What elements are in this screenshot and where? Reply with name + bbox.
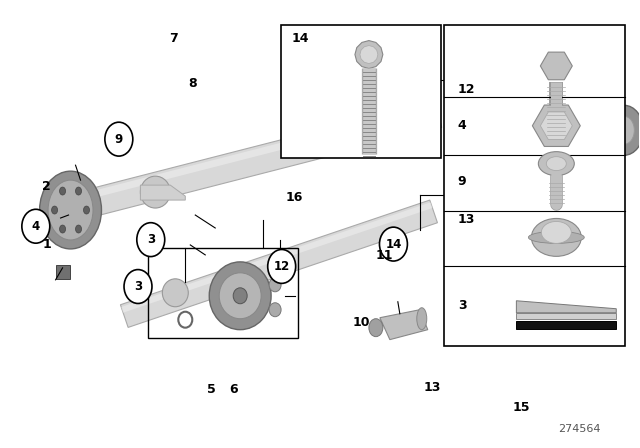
Ellipse shape bbox=[76, 225, 81, 233]
Ellipse shape bbox=[83, 206, 90, 214]
Ellipse shape bbox=[268, 250, 296, 284]
Text: 1: 1 bbox=[42, 237, 51, 250]
Ellipse shape bbox=[369, 319, 383, 336]
Ellipse shape bbox=[538, 152, 574, 176]
Polygon shape bbox=[65, 100, 442, 222]
Ellipse shape bbox=[514, 197, 522, 207]
Ellipse shape bbox=[40, 171, 102, 249]
Ellipse shape bbox=[140, 176, 170, 208]
Polygon shape bbox=[380, 310, 428, 340]
Text: 12: 12 bbox=[458, 83, 476, 96]
Text: 4: 4 bbox=[32, 220, 40, 233]
Text: 9: 9 bbox=[458, 175, 467, 188]
Text: 274564: 274564 bbox=[558, 424, 601, 435]
Ellipse shape bbox=[454, 229, 465, 241]
Ellipse shape bbox=[269, 278, 281, 292]
Bar bbox=[444, 25, 625, 345]
Text: 13: 13 bbox=[423, 380, 440, 393]
Ellipse shape bbox=[580, 142, 609, 178]
Ellipse shape bbox=[541, 221, 572, 243]
Text: 4: 4 bbox=[458, 119, 467, 132]
Ellipse shape bbox=[532, 190, 541, 200]
Text: 9: 9 bbox=[115, 133, 123, 146]
Text: 14: 14 bbox=[291, 32, 308, 45]
Ellipse shape bbox=[467, 224, 474, 233]
Polygon shape bbox=[516, 301, 616, 313]
Text: 3: 3 bbox=[134, 280, 142, 293]
Ellipse shape bbox=[486, 238, 493, 247]
Text: 12: 12 bbox=[273, 260, 290, 273]
Ellipse shape bbox=[531, 197, 539, 207]
Ellipse shape bbox=[605, 105, 640, 155]
Ellipse shape bbox=[137, 223, 164, 257]
Ellipse shape bbox=[518, 202, 525, 212]
Ellipse shape bbox=[467, 197, 474, 206]
Ellipse shape bbox=[48, 180, 93, 240]
Ellipse shape bbox=[349, 100, 371, 126]
Ellipse shape bbox=[454, 171, 525, 259]
Text: 13: 13 bbox=[458, 213, 475, 226]
Text: 6: 6 bbox=[230, 383, 238, 396]
Ellipse shape bbox=[505, 224, 512, 233]
Ellipse shape bbox=[60, 187, 65, 195]
Text: 8: 8 bbox=[188, 77, 196, 90]
Ellipse shape bbox=[52, 206, 58, 214]
Bar bbox=[281, 25, 441, 158]
Ellipse shape bbox=[505, 197, 512, 206]
Polygon shape bbox=[516, 321, 616, 329]
Ellipse shape bbox=[233, 288, 247, 304]
Ellipse shape bbox=[572, 131, 616, 189]
Ellipse shape bbox=[464, 183, 516, 247]
Ellipse shape bbox=[349, 100, 371, 110]
Bar bbox=[56, 265, 70, 279]
Ellipse shape bbox=[163, 279, 188, 307]
Polygon shape bbox=[516, 313, 616, 319]
Ellipse shape bbox=[531, 219, 581, 256]
Text: 3: 3 bbox=[458, 299, 467, 312]
Ellipse shape bbox=[269, 303, 281, 317]
Ellipse shape bbox=[76, 187, 81, 195]
Ellipse shape bbox=[60, 225, 65, 233]
Ellipse shape bbox=[527, 202, 536, 212]
Ellipse shape bbox=[614, 116, 634, 144]
Text: 5: 5 bbox=[207, 383, 216, 396]
Ellipse shape bbox=[22, 209, 50, 243]
Text: 2: 2 bbox=[42, 180, 51, 193]
Ellipse shape bbox=[417, 308, 427, 330]
Ellipse shape bbox=[513, 173, 541, 217]
Ellipse shape bbox=[522, 204, 531, 214]
Text: 7: 7 bbox=[169, 32, 177, 45]
Ellipse shape bbox=[220, 273, 261, 319]
Ellipse shape bbox=[486, 183, 493, 192]
Ellipse shape bbox=[124, 270, 152, 303]
Ellipse shape bbox=[547, 157, 566, 171]
Ellipse shape bbox=[209, 262, 271, 330]
Ellipse shape bbox=[380, 227, 408, 261]
Text: 15: 15 bbox=[513, 401, 530, 414]
Text: 16: 16 bbox=[286, 191, 303, 204]
Text: 14: 14 bbox=[385, 237, 402, 250]
Polygon shape bbox=[120, 200, 438, 327]
Text: 10: 10 bbox=[353, 316, 371, 329]
Polygon shape bbox=[67, 103, 437, 205]
Polygon shape bbox=[121, 202, 433, 313]
Ellipse shape bbox=[105, 122, 133, 156]
Text: 11: 11 bbox=[375, 249, 392, 262]
Bar bbox=[228, 275, 240, 319]
Ellipse shape bbox=[529, 232, 584, 243]
Polygon shape bbox=[140, 185, 186, 200]
Text: 3: 3 bbox=[147, 233, 155, 246]
